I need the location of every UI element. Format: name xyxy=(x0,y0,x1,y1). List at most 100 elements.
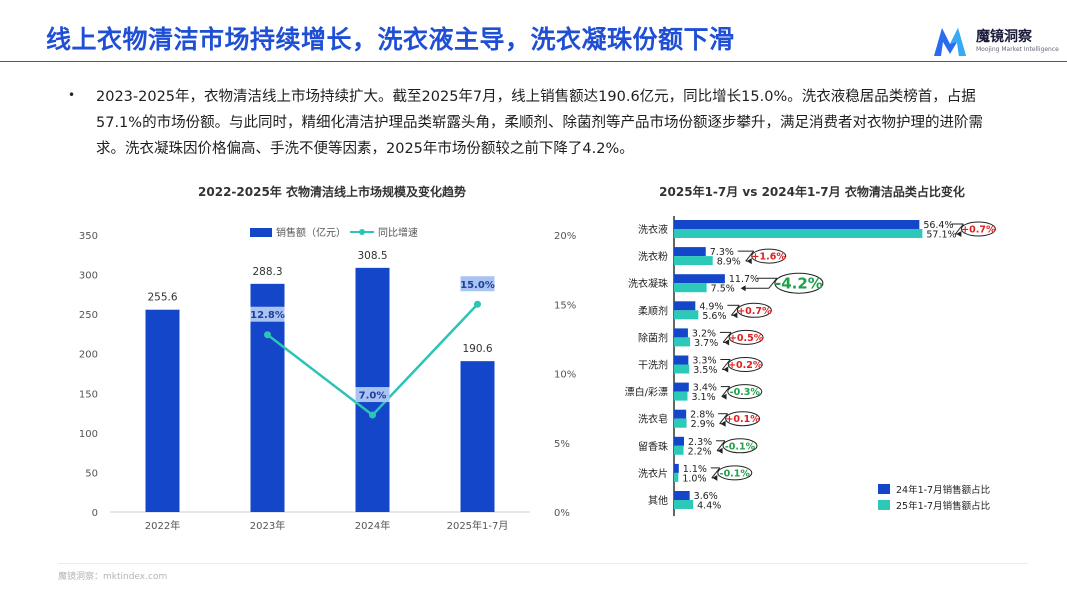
value-label-2025: 3.5% xyxy=(693,365,717,376)
bar-2024 xyxy=(674,463,679,473)
legend-label-2024: 24年1-7月销售额占比 xyxy=(896,484,990,496)
y-left-tick-label: 150 xyxy=(79,389,98,400)
category-label: 洗衣片 xyxy=(638,467,668,480)
x-tick-label: 2023年 xyxy=(250,519,285,532)
value-label-2024: 11.7% xyxy=(729,274,759,285)
y-left-tick-label: 250 xyxy=(79,310,98,321)
change-value-label: -0.1% xyxy=(720,468,751,479)
value-label-2024: 1.1% xyxy=(683,464,707,475)
change-value-label: -0.3% xyxy=(730,387,761,398)
chart-title: 2025年1-7月 vs 2024年1-7月 衣物清洁品类占比变化 xyxy=(659,184,965,199)
change-value-label: +0.1% xyxy=(725,414,760,425)
brand-name: 魔镜洞察 xyxy=(976,29,1032,45)
bar-2025 xyxy=(674,472,679,482)
value-label-2025: 57.1% xyxy=(926,230,956,241)
y-left-tick-label: 300 xyxy=(79,271,98,282)
change-oval xyxy=(717,465,753,481)
change-value-label: +0.7% xyxy=(961,225,996,236)
value-label-2024: 2.8% xyxy=(690,410,714,421)
value-label-2025: 7.5% xyxy=(711,284,735,295)
change-connector xyxy=(954,223,964,235)
value-label-2024: 3.2% xyxy=(692,328,716,339)
growth-label-box xyxy=(355,387,390,403)
y-right-tick-label: 10% xyxy=(554,370,576,381)
x-tick-label: 2024年 xyxy=(355,519,390,532)
bar-value-label: 255.6 xyxy=(147,292,177,304)
bar-2024 xyxy=(674,409,687,419)
brand-subtitle: Moojing Market Intelligence xyxy=(976,46,1059,53)
footer-source: 魔镜洞察：mktindex.com xyxy=(58,572,168,582)
value-label-2024: 2.3% xyxy=(688,437,712,448)
change-arrow-icon xyxy=(712,474,718,481)
bar-2025 xyxy=(674,418,687,428)
y-right-tick-label: 20% xyxy=(554,231,576,242)
bar-2024 xyxy=(674,220,920,229)
bar-2024 xyxy=(674,247,706,257)
change-connector xyxy=(721,359,731,370)
category-label: 洗衣粉 xyxy=(638,250,668,263)
legend-label-growth: 同比增速 xyxy=(378,226,418,239)
value-label-2025: 5.6% xyxy=(702,311,726,322)
bar-value-label: 288.3 xyxy=(252,266,282,278)
change-connector xyxy=(716,440,726,452)
change-connector xyxy=(722,332,732,343)
growth-label-box xyxy=(460,276,495,292)
legend-swatch-2025 xyxy=(878,500,890,510)
bar-sales xyxy=(460,361,495,512)
value-label-2025: 2.9% xyxy=(691,419,715,430)
change-arrow-icon xyxy=(732,312,738,319)
bar-2025 xyxy=(674,310,699,320)
x-tick-label: 2025年1-7月 xyxy=(447,519,509,532)
change-value-label: +0.7% xyxy=(737,306,772,317)
bar-2024 xyxy=(674,436,685,446)
x-tick-label: 2022年 xyxy=(145,519,180,532)
value-label-2024: 56.4% xyxy=(923,220,953,231)
value-label-2024: 4.9% xyxy=(699,301,723,312)
chart-title: 2022-2025年 衣物清洁线上市场规模及变化趋势 xyxy=(198,184,466,199)
bar-2024 xyxy=(674,491,690,500)
value-label-2025: 2.2% xyxy=(688,446,712,457)
y-right-tick-label: 5% xyxy=(554,439,570,450)
footer-divider xyxy=(58,563,1028,564)
change-oval xyxy=(728,329,764,345)
legend-swatch-sales xyxy=(250,228,272,237)
y-left-tick-label: 350 xyxy=(79,231,98,242)
value-label-2024: 3.6% xyxy=(694,491,718,502)
bar-2025 xyxy=(674,391,688,401)
y-left-tick-label: 50 xyxy=(85,468,98,479)
change-arrow-icon xyxy=(721,393,727,400)
value-label-2025: 3.1% xyxy=(691,392,715,403)
change-value-label: -4.2% xyxy=(775,275,823,293)
change-arrow-icon xyxy=(724,339,730,346)
change-connector xyxy=(745,250,755,262)
header-divider xyxy=(0,61,1067,62)
bar-2025 xyxy=(674,445,684,455)
bar-2025 xyxy=(674,364,690,374)
change-oval xyxy=(727,357,763,372)
value-label-2025: 4.4% xyxy=(697,501,721,512)
change-value-label: -0.1% xyxy=(725,441,756,452)
change-connector xyxy=(721,386,731,397)
value-label-2025: 3.7% xyxy=(694,338,718,349)
change-oval xyxy=(736,302,772,318)
change-arrow-icon xyxy=(717,447,723,454)
bar-2024 xyxy=(674,301,696,311)
line-point-growth xyxy=(474,300,481,308)
change-oval xyxy=(960,221,996,237)
growth-value-label: 7.0% xyxy=(359,391,387,402)
category-label: 洗衣皂 xyxy=(638,413,668,426)
change-oval xyxy=(727,384,763,400)
value-label-2024: 7.3% xyxy=(710,247,734,258)
change-value-label: +0.5% xyxy=(729,333,764,344)
brand-logo-icon xyxy=(934,28,966,56)
y-right-tick-label: 15% xyxy=(554,300,576,311)
category-label: 除菌剂 xyxy=(638,331,668,344)
category-label: 留香珠 xyxy=(638,440,668,453)
bar-2024 xyxy=(674,274,725,284)
change-oval xyxy=(722,438,758,454)
value-label-2024: 3.3% xyxy=(692,356,716,367)
bar-2024 xyxy=(674,355,689,365)
legend-marker-growth xyxy=(359,229,365,235)
